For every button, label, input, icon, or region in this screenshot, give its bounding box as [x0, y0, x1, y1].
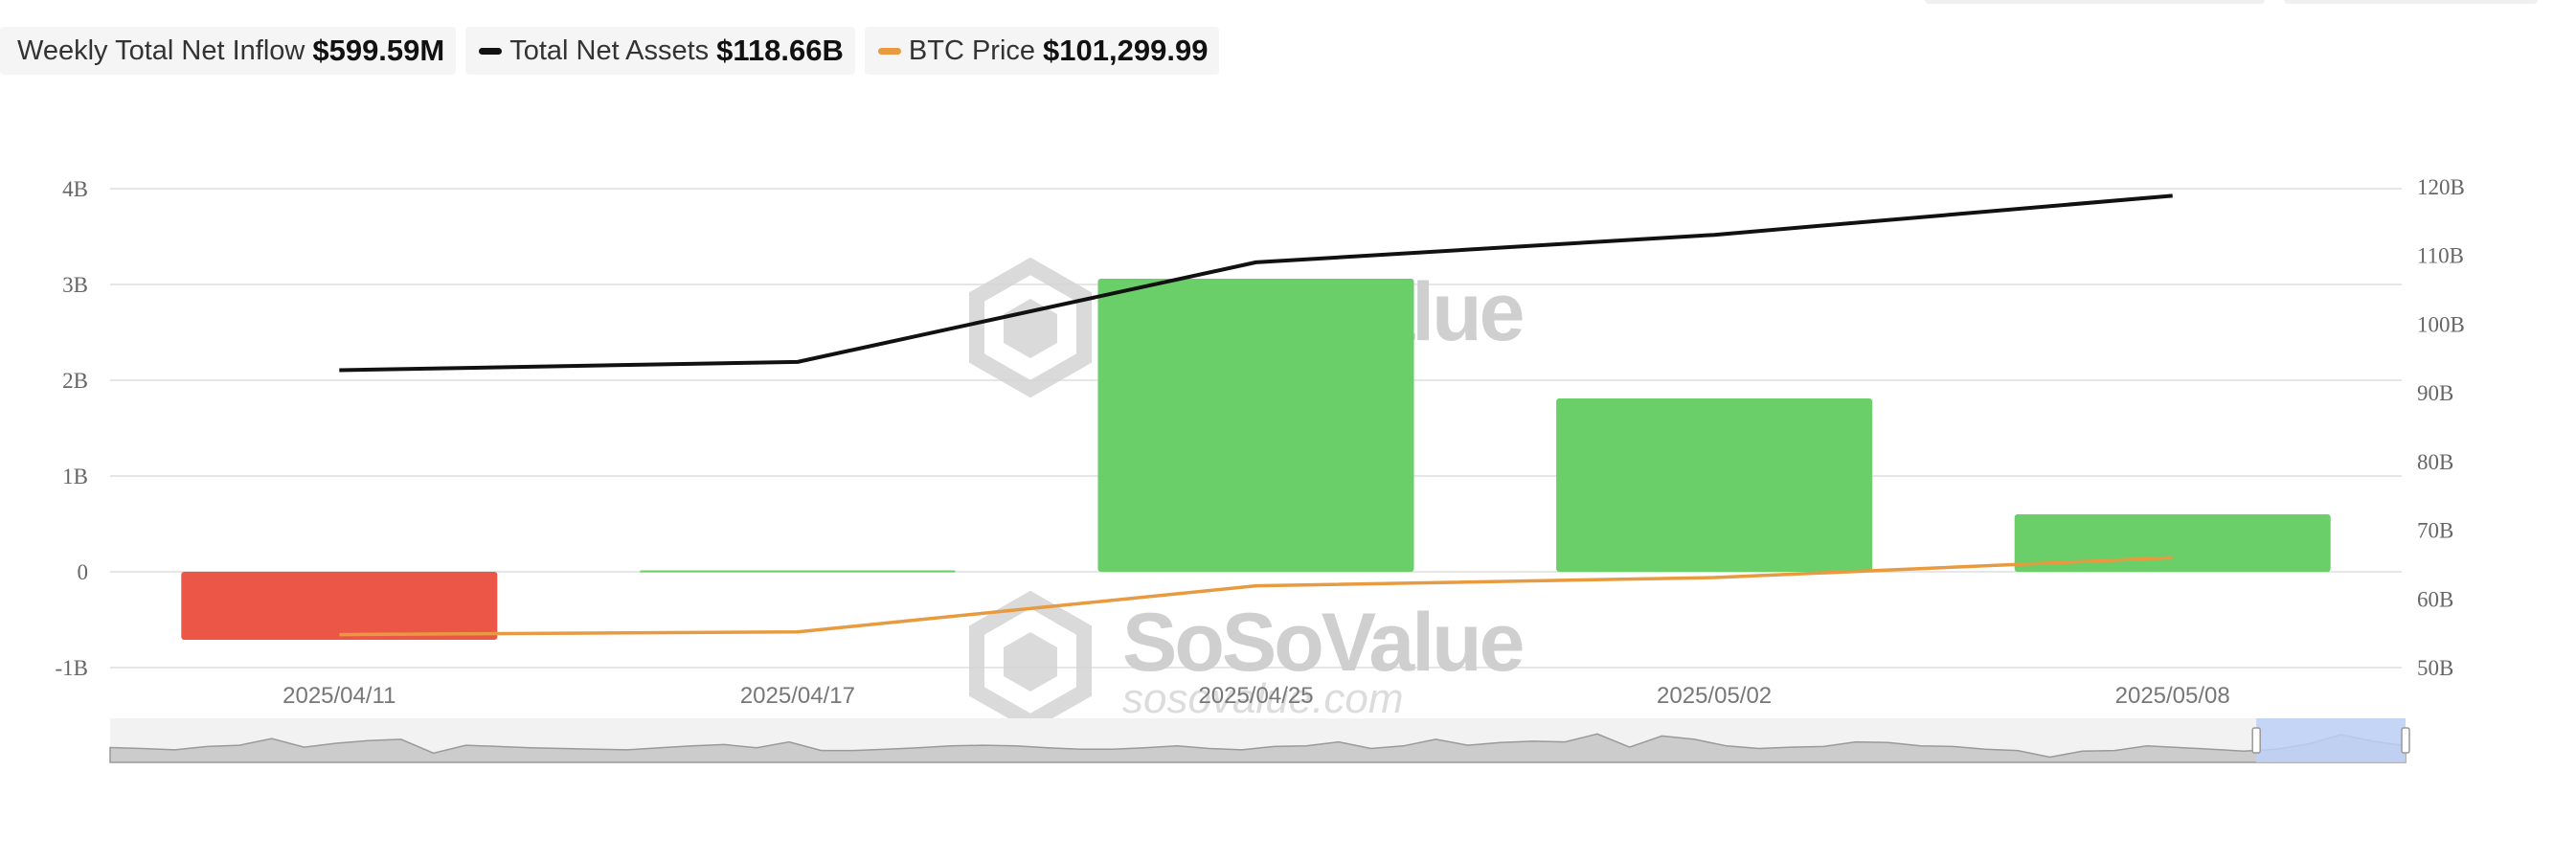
legend-btc-label: BTC Price: [908, 34, 1036, 66]
left-tick-label: 0: [78, 560, 89, 584]
inflow-bar[interactable]: [639, 570, 956, 573]
navigator-right-handle[interactable]: [2401, 727, 2410, 754]
top-control-stub-2[interactable]: [2284, 0, 2538, 4]
left-tick-label: -1B: [56, 656, 89, 680]
watermark-brand-bottom: SoSoValue: [1122, 597, 1523, 689]
left-tick-label: 2B: [62, 369, 88, 393]
x-tick-label: 2025/04/11: [282, 683, 395, 709]
legend-btc-price[interactable]: BTC Price $101,299.99: [864, 27, 1220, 75]
inflow-bar[interactable]: [1556, 398, 1873, 572]
right-tick-label: 110B: [2417, 244, 2464, 268]
inflow-bar[interactable]: [181, 572, 498, 640]
left-tick-label: 4B: [62, 177, 88, 201]
x-tick-label: 2025/04/25: [1198, 683, 1313, 709]
x-tick-label: 2025/04/17: [740, 683, 855, 709]
left-axis: 4B 3B 2B 1B 0 -1B: [56, 177, 89, 680]
legend-inflow-value: $599.59M: [312, 34, 445, 67]
right-tick-label: 60B: [2417, 587, 2453, 611]
top-control-stub-1[interactable]: [1925, 0, 2265, 4]
inflow-bars: [181, 279, 2331, 640]
right-tick-label: 100B: [2417, 312, 2465, 336]
legend-btc-value: $101,299.99: [1043, 34, 1209, 67]
btc-price-line[interactable]: [339, 556, 2173, 637]
btc-line-swatch-icon: [877, 47, 901, 55]
right-tick-label: 120B: [2417, 175, 2465, 199]
legend-bar: Weekly Total Net Inflow $599.59M Total N…: [0, 27, 1229, 75]
right-tick-label: 70B: [2417, 519, 2453, 543]
right-tick-label: 80B: [2417, 450, 2453, 474]
right-tick-label: 50B: [2417, 656, 2453, 680]
watermark-logo-icon-bottom: [969, 590, 1092, 732]
inflow-bar[interactable]: [2014, 514, 2331, 572]
legend-weekly-net-inflow[interactable]: Weekly Total Net Inflow $599.59M: [0, 27, 457, 75]
right-axis: 120B 110B 100B 90B 80B 70B 60B 50B: [2417, 175, 2465, 680]
x-tick-label: 2025/05/08: [2115, 683, 2230, 709]
range-navigator[interactable]: [109, 718, 2410, 763]
x-axis: 2025/04/11 2025/04/17 2025/04/25 2025/05/02…: [282, 683, 2230, 709]
inflow-bar[interactable]: [1097, 279, 1414, 572]
x-tick-label: 2025/05/02: [1657, 683, 1772, 709]
legend-total-net-assets[interactable]: Total Net Assets $118.66B: [465, 27, 855, 75]
assets-line-swatch-icon: [479, 47, 503, 55]
legend-assets-value: $118.66B: [716, 34, 844, 67]
left-tick-label: 1B: [62, 465, 88, 488]
navigator-window[interactable]: [2256, 718, 2406, 762]
right-tick-label: 90B: [2417, 381, 2453, 405]
series-lines: [339, 193, 2173, 637]
total-net-assets-line[interactable]: [339, 193, 2173, 373]
watermark-url: sosovalue.com: [1122, 675, 1403, 722]
navigator-series-area: [109, 733, 2407, 763]
legend-assets-label: Total Net Assets: [509, 34, 710, 66]
navigator-left-handle[interactable]: [2251, 727, 2261, 754]
legend-inflow-label: Weekly Total Net Inflow: [17, 34, 305, 66]
left-tick-label: 3B: [62, 273, 88, 297]
